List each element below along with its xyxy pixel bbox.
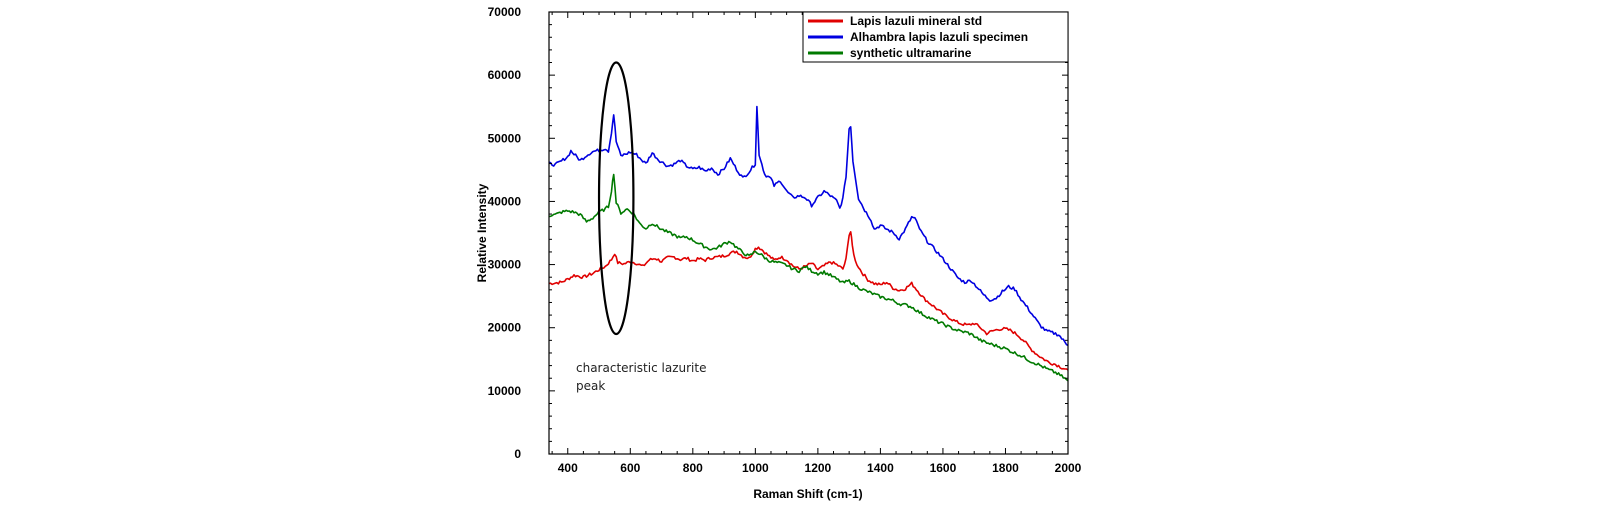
series-line-1 bbox=[548, 105, 1069, 347]
series-line-0 bbox=[548, 231, 1069, 371]
legend-entry-alhambra: Alhambra lapis lazuli specimen bbox=[808, 30, 1028, 44]
y-axis-title: Relative Intensity bbox=[475, 183, 489, 282]
legend: Lapis lazuli mineral std Alhambra lapis … bbox=[802, 11, 1069, 63]
legend-label-synthetic: synthetic ultramarine bbox=[850, 46, 972, 60]
legend-entry-lapis-std: Lapis lazuli mineral std bbox=[808, 14, 982, 28]
plot-area bbox=[549, 12, 1068, 454]
y-tick-label: 20000 bbox=[488, 321, 522, 335]
lazurite-peak-ellipse bbox=[597, 61, 635, 336]
annotation-text-line-1: characteristic lazurite bbox=[576, 361, 706, 375]
x-tick-label: 400 bbox=[558, 461, 578, 475]
legend-label-alhambra: Alhambra lapis lazuli specimen bbox=[850, 30, 1028, 44]
y-tick-label: 70000 bbox=[488, 5, 522, 19]
x-tick-label: 1400 bbox=[867, 461, 894, 475]
x-tick-label: 2000 bbox=[1055, 461, 1082, 475]
legend-label-lapis-std: Lapis lazuli mineral std bbox=[850, 14, 982, 28]
y-tick-label: 0 bbox=[514, 447, 521, 461]
y-tick-label: 60000 bbox=[488, 68, 522, 82]
y-tick-label: 10000 bbox=[488, 384, 522, 398]
y-tick-label: 30000 bbox=[488, 258, 522, 272]
axes-layer: 400 600 800 1000 1200 1400 1600 1800 20000100002… bbox=[488, 5, 1082, 475]
x-tick-label: 800 bbox=[683, 461, 703, 475]
x-axis-title: Raman Shift (cm-1) bbox=[753, 487, 862, 501]
x-tick-label: 1800 bbox=[992, 461, 1019, 475]
x-tick-label: 1200 bbox=[805, 461, 832, 475]
y-tick-label: 50000 bbox=[488, 131, 522, 145]
annotation-text-line-2: peak bbox=[576, 379, 605, 393]
legend-entry-synthetic: synthetic ultramarine bbox=[808, 46, 972, 60]
x-tick-label: 600 bbox=[620, 461, 640, 475]
annotation-layer: characteristic lazurite peak bbox=[576, 61, 706, 393]
x-tick-label: 1000 bbox=[742, 461, 769, 475]
x-tick-label: 1600 bbox=[930, 461, 957, 475]
legend-box bbox=[802, 11, 1069, 63]
y-tick-label: 40000 bbox=[488, 194, 522, 208]
